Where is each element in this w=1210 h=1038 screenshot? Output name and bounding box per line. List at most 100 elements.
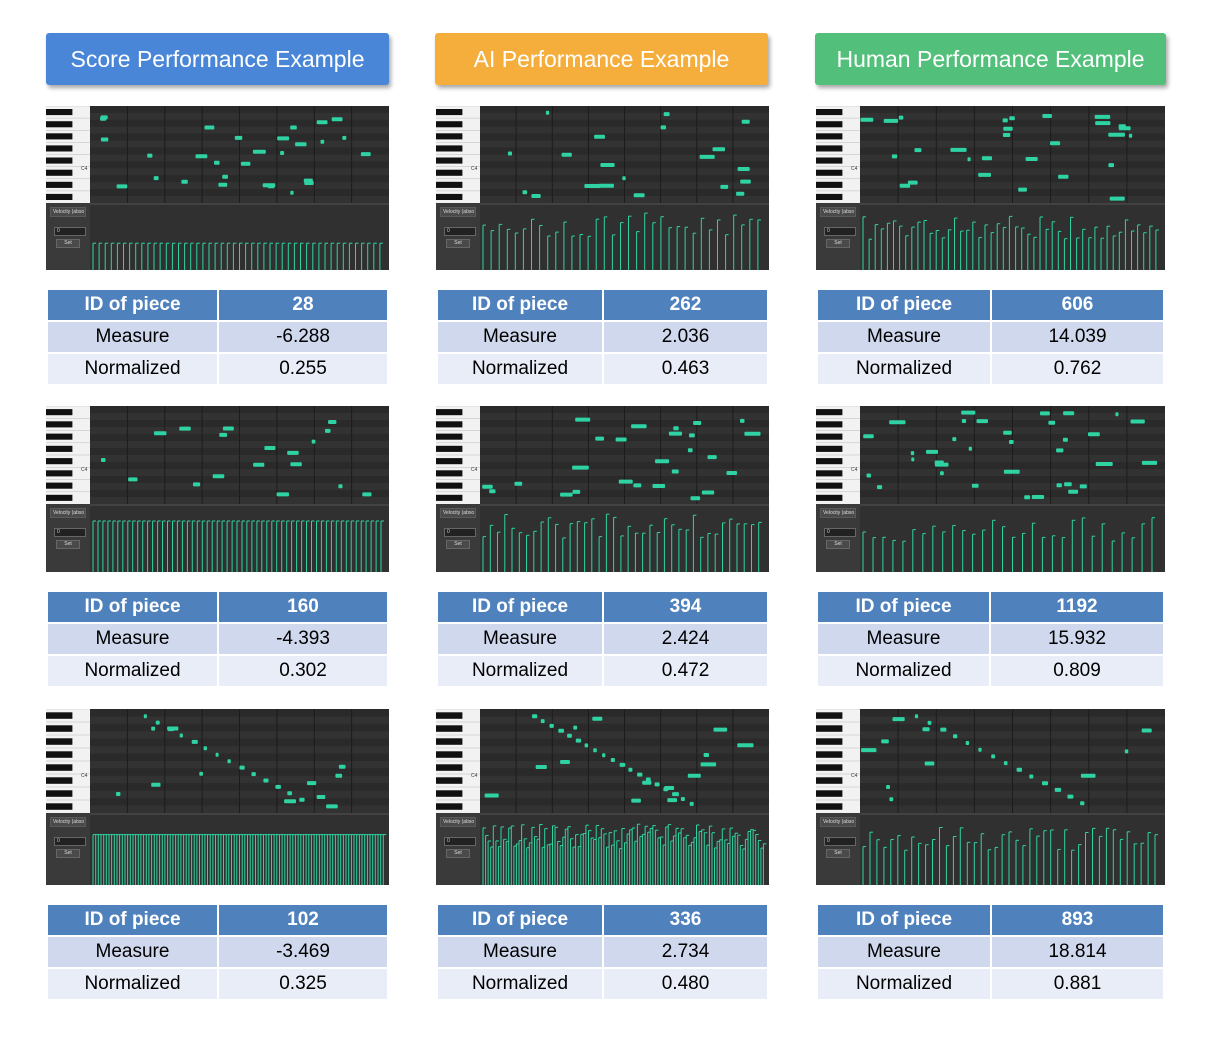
velocity-mode-select[interactable]: Velocity (abso bbox=[820, 207, 856, 217]
set-button[interactable]: Set bbox=[826, 239, 850, 248]
velocity-mode-select[interactable]: Velocity (abso bbox=[820, 508, 856, 518]
normalized-value: 0.472 bbox=[604, 656, 767, 686]
velocity-mode-select[interactable]: Velocity (abso bbox=[50, 207, 86, 217]
velocity-controls: Velocity (abso 0 Set bbox=[46, 203, 90, 270]
piano-keyboard bbox=[436, 406, 480, 504]
note-grid bbox=[480, 406, 769, 504]
velocity-mode-select[interactable]: Velocity (abso bbox=[440, 508, 476, 518]
set-button[interactable]: Set bbox=[446, 540, 470, 549]
normalized-row: Normalized 0.762 bbox=[818, 354, 1163, 384]
measure-label: Measure bbox=[48, 322, 217, 352]
measure-value: -6.288 bbox=[219, 322, 387, 352]
piano-keyboard bbox=[816, 709, 860, 813]
velocity-controls: Velocity (abso 0 Set bbox=[436, 203, 480, 270]
normalized-value: 0.463 bbox=[604, 354, 767, 384]
velocity-lane bbox=[480, 203, 769, 270]
id-label: ID of piece bbox=[48, 905, 217, 935]
normalized-row: Normalized 0.255 bbox=[48, 354, 387, 384]
id-value: 160 bbox=[219, 592, 387, 622]
set-button[interactable]: Set bbox=[826, 849, 850, 858]
velocity-lane bbox=[480, 813, 769, 885]
set-button[interactable]: Set bbox=[56, 540, 80, 549]
velocity-value-input[interactable]: 0 bbox=[824, 528, 856, 537]
measure-label: Measure bbox=[818, 624, 989, 654]
octave-label: C4 bbox=[851, 166, 858, 172]
piece-info-table: ID of piece 893 Measure 18.814 Normalized 0.8… bbox=[816, 903, 1165, 1001]
piece-info-table: ID of piece 606 Measure 14.039 Normalized 0.7… bbox=[816, 288, 1165, 386]
set-button[interactable]: Set bbox=[56, 849, 80, 858]
set-button[interactable]: Set bbox=[446, 239, 470, 248]
velocity-value-input[interactable]: 0 bbox=[54, 227, 86, 236]
octave-label: C4 bbox=[471, 467, 478, 473]
piano-keyboard bbox=[436, 106, 480, 203]
table-header-row: ID of piece 28 bbox=[48, 290, 387, 320]
piano-keyboard bbox=[816, 406, 860, 504]
id-label: ID of piece bbox=[818, 290, 990, 320]
piece-info-table: ID of piece 102 Measure -3.469 Normalized 0.3… bbox=[46, 903, 389, 1001]
velocity-mode-select[interactable]: Velocity (abso bbox=[440, 817, 476, 827]
velocity-mode-select[interactable]: Velocity (abso bbox=[440, 207, 476, 217]
velocity-controls: Velocity (abso 0 Set bbox=[46, 813, 90, 885]
octave-label: C4 bbox=[851, 773, 858, 779]
note-grid bbox=[480, 106, 769, 203]
normalized-value: 0.881 bbox=[992, 969, 1163, 999]
normalized-label: Normalized bbox=[438, 354, 602, 384]
velocity-value-input[interactable]: 0 bbox=[54, 837, 86, 846]
velocity-controls: Velocity (abso 0 Set bbox=[436, 813, 480, 885]
measure-value: 15.932 bbox=[991, 624, 1163, 654]
octave-label: C4 bbox=[81, 166, 88, 172]
note-grid bbox=[860, 709, 1165, 813]
normalized-label: Normalized bbox=[818, 354, 990, 384]
velocity-lane bbox=[860, 813, 1165, 885]
id-value: 394 bbox=[604, 592, 767, 622]
velocity-value-input[interactable]: 0 bbox=[444, 528, 476, 537]
piece-info-table: ID of piece 28 Measure -6.288 Normalized 0.25… bbox=[46, 288, 389, 386]
normalized-value: 0.762 bbox=[992, 354, 1163, 384]
note-grid bbox=[860, 106, 1165, 203]
id-value: 336 bbox=[604, 905, 767, 935]
octave-label: C4 bbox=[471, 166, 478, 172]
velocity-value-input[interactable]: 0 bbox=[824, 227, 856, 236]
velocity-controls: Velocity (abso 0 Set bbox=[816, 504, 860, 572]
velocity-value-input[interactable]: 0 bbox=[444, 837, 476, 846]
normalized-value: 0.255 bbox=[219, 354, 387, 384]
measure-label: Measure bbox=[48, 937, 217, 967]
measure-label: Measure bbox=[438, 937, 602, 967]
id-value: 1192 bbox=[991, 592, 1163, 622]
velocity-controls: Velocity (abso 0 Set bbox=[436, 504, 480, 572]
velocity-lane bbox=[860, 504, 1165, 572]
piano-roll-panel: C4 Velocity (abso 0 Set bbox=[46, 406, 389, 572]
id-label: ID of piece bbox=[438, 592, 602, 622]
id-label: ID of piece bbox=[438, 290, 602, 320]
velocity-mode-select[interactable]: Velocity (abso bbox=[50, 817, 86, 827]
measure-row: Measure -6.288 bbox=[48, 322, 387, 352]
normalized-row: Normalized 0.881 bbox=[818, 969, 1163, 999]
velocity-value-input[interactable]: 0 bbox=[824, 837, 856, 846]
normalized-value: 0.302 bbox=[219, 656, 387, 686]
id-value: 893 bbox=[992, 905, 1163, 935]
measure-row: Measure 2.424 bbox=[438, 624, 767, 654]
measure-row: Measure 14.039 bbox=[818, 322, 1163, 352]
velocity-value-input[interactable]: 0 bbox=[54, 528, 86, 537]
velocity-mode-select[interactable]: Velocity (abso bbox=[50, 508, 86, 518]
set-button[interactable]: Set bbox=[56, 239, 80, 248]
human-performance-header: Human Performance Example bbox=[815, 33, 1166, 85]
normalized-label: Normalized bbox=[818, 969, 990, 999]
velocity-value-input[interactable]: 0 bbox=[444, 227, 476, 236]
velocity-mode-select[interactable]: Velocity (abso bbox=[820, 817, 856, 827]
normalized-row: Normalized 0.809 bbox=[818, 656, 1163, 686]
normalized-label: Normalized bbox=[48, 656, 217, 686]
note-grid bbox=[860, 406, 1165, 504]
set-button[interactable]: Set bbox=[826, 540, 850, 549]
piano-roll-panel: C4 Velocity (abso 0 Set bbox=[816, 709, 1165, 885]
note-grid bbox=[90, 709, 389, 813]
set-button[interactable]: Set bbox=[446, 849, 470, 858]
id-value: 28 bbox=[219, 290, 387, 320]
octave-label: C4 bbox=[471, 773, 478, 779]
octave-label: C4 bbox=[851, 467, 858, 473]
piece-info-table: ID of piece 160 Measure -4.393 Normalized 0.3… bbox=[46, 590, 389, 688]
normalized-row: Normalized 0.325 bbox=[48, 969, 387, 999]
piano-roll-panel: C4 Velocity (abso 0 Set bbox=[816, 106, 1165, 270]
measure-value: 2.036 bbox=[604, 322, 767, 352]
normalized-row: Normalized 0.463 bbox=[438, 354, 767, 384]
